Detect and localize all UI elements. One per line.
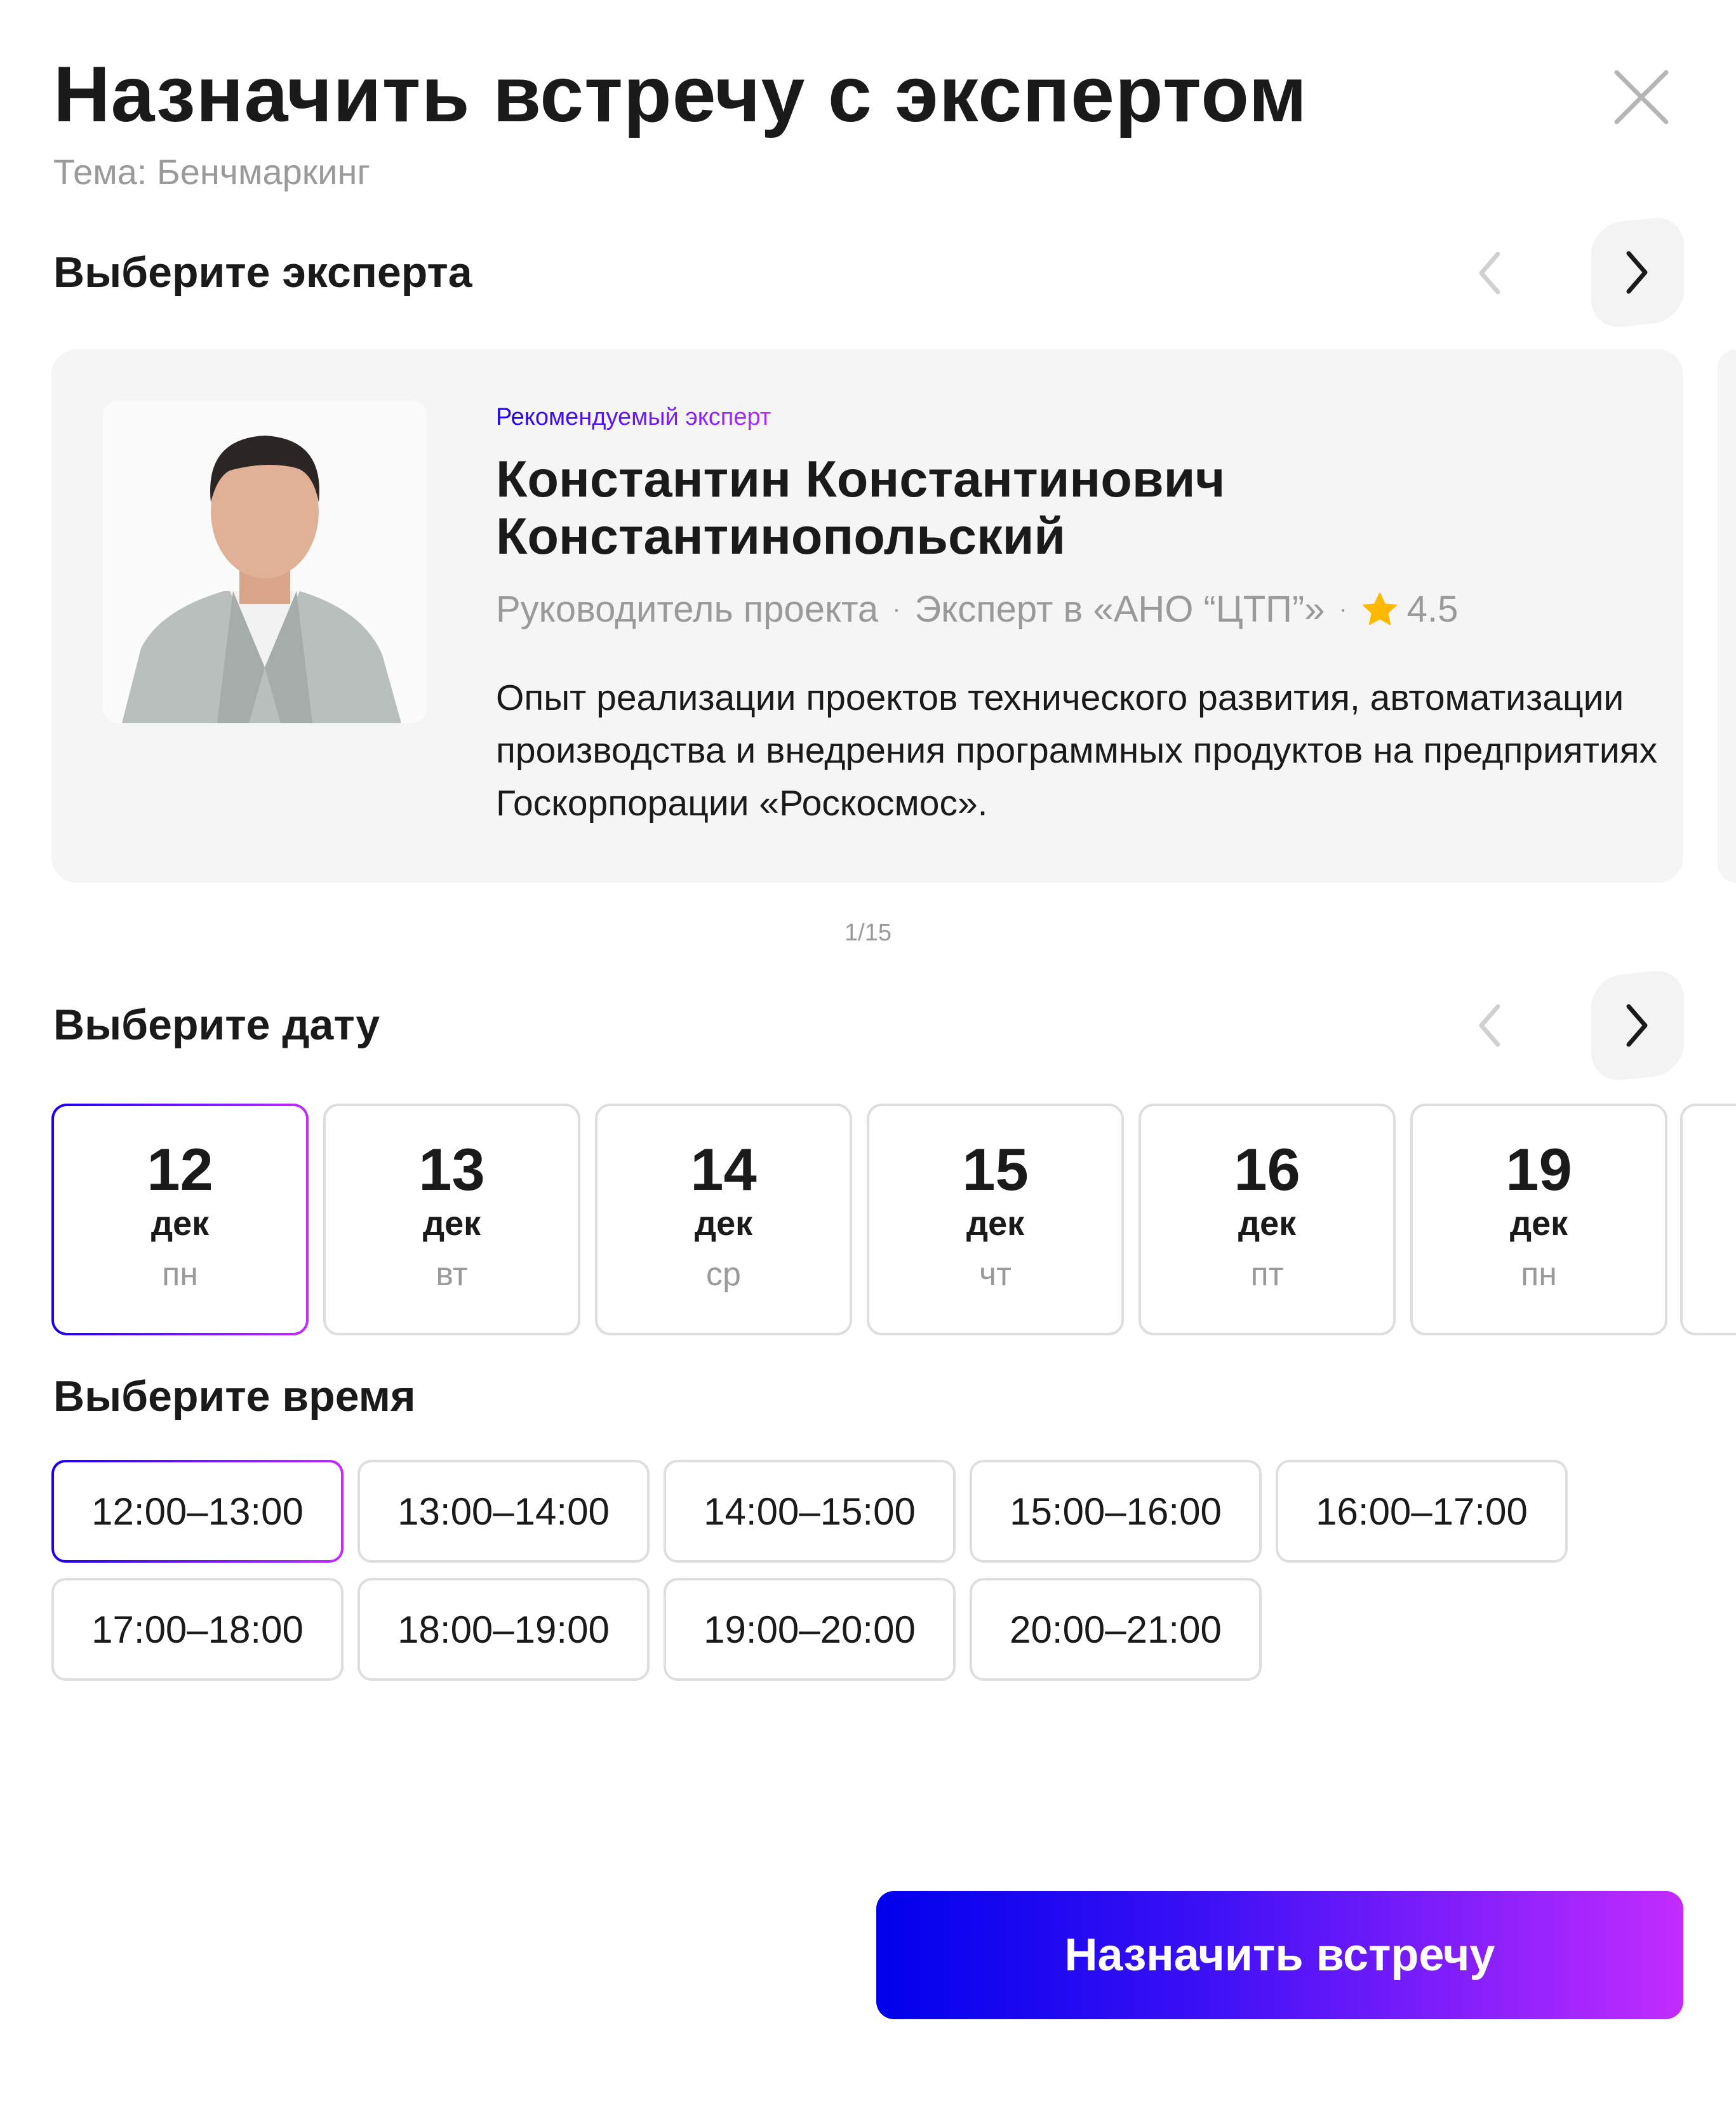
chevron-left-icon: [1479, 251, 1500, 295]
date-card[interactable]: 19 дек пн: [1410, 1104, 1667, 1335]
expert-prev-button[interactable]: [1464, 241, 1514, 305]
date-day: 13: [418, 1136, 485, 1203]
time-slot[interactable]: 15:00–16:00: [970, 1460, 1262, 1563]
date-weekday: ср: [706, 1256, 741, 1293]
expert-name: Константин Константинович Константинопол…: [496, 451, 1639, 565]
separator-dot: ·: [1339, 595, 1347, 623]
chevron-right-icon: [1626, 251, 1648, 294]
date-weekday: чт: [979, 1256, 1012, 1293]
schedule-meeting-button[interactable]: Назначить встречу: [876, 1891, 1683, 2019]
date-card[interactable]: 13 дек вт: [323, 1104, 580, 1335]
expert-role: Руководитель проекта: [496, 589, 879, 630]
expert-meta: Руководитель проекта · Эксперт в «АНО “Ц…: [496, 588, 1458, 631]
expert-affiliation: Эксперт в «АНО “ЦТП”»: [914, 589, 1325, 630]
date-card[interactable]: 15 дек чт: [867, 1104, 1124, 1335]
expert-name-line2: Константинопольский: [496, 508, 1066, 565]
date-day: 14: [690, 1136, 757, 1203]
expert-photo: [103, 401, 427, 723]
expert-name-line1: Константин Константинович: [496, 451, 1225, 508]
date-day: 16: [1234, 1136, 1300, 1203]
recommended-badge: Рекомендуемый эксперт: [496, 404, 771, 431]
date-day: 12: [147, 1136, 213, 1203]
date-card[interactable]: 14 дек ср: [595, 1104, 852, 1335]
date-month: дек: [694, 1205, 753, 1243]
topic-subtitle: Тема: Бенчмаркинг: [53, 152, 370, 192]
time-slot[interactable]: 18:00–19:00: [357, 1578, 650, 1681]
date-weekday: пн: [162, 1256, 198, 1293]
time-slot[interactable]: 12:00–13:00: [51, 1460, 344, 1563]
date-weekday: пт: [1250, 1256, 1284, 1293]
date-card[interactable]: 12 дек пн: [51, 1104, 309, 1335]
date-next-button[interactable]: [1591, 968, 1684, 1083]
date-month: дек: [150, 1205, 210, 1243]
time-slot[interactable]: 19:00–20:00: [664, 1578, 956, 1681]
chevron-right-icon: [1626, 1004, 1648, 1047]
expert-rating: 4.5: [1406, 589, 1459, 630]
expert-pager: 1/15: [845, 919, 891, 946]
date-month: дек: [1509, 1205, 1568, 1243]
time-slot[interactable]: 14:00–15:00: [664, 1460, 956, 1563]
date-day: 15: [962, 1136, 1029, 1203]
time-slot[interactable]: 20:00–21:00: [970, 1578, 1262, 1681]
time-slot[interactable]: 17:00–18:00: [51, 1578, 344, 1681]
date-card-peek[interactable]: [1680, 1104, 1736, 1335]
expert-next-button[interactable]: [1591, 215, 1684, 330]
close-icon: [1614, 70, 1669, 124]
chevron-left-icon: [1479, 1004, 1500, 1047]
date-card[interactable]: 16 дек пт: [1138, 1104, 1396, 1335]
date-weekday: пн: [1521, 1256, 1557, 1293]
next-expert-card-peek[interactable]: [1718, 349, 1736, 883]
date-heading: Выберите дату: [53, 1001, 380, 1049]
date-prev-button[interactable]: [1464, 994, 1514, 1057]
date-day: 19: [1506, 1136, 1572, 1203]
date-month: дек: [422, 1205, 481, 1243]
time-heading: Выберите время: [53, 1372, 416, 1420]
date-weekday: вт: [436, 1256, 468, 1293]
date-month: дек: [966, 1205, 1025, 1243]
close-button[interactable]: [1613, 69, 1670, 126]
time-slot[interactable]: 13:00–14:00: [357, 1460, 650, 1563]
time-slot[interactable]: 16:00–17:00: [1276, 1460, 1568, 1563]
expert-heading: Выберите эксперта: [53, 248, 472, 297]
expert-description: Опыт реализации проектов технического ра…: [496, 678, 1658, 824]
star-icon: [1363, 592, 1397, 625]
separator-dot: ·: [892, 595, 901, 623]
page-title: Назначить встречу с экспертом: [53, 51, 1308, 138]
date-month: дек: [1238, 1205, 1297, 1243]
